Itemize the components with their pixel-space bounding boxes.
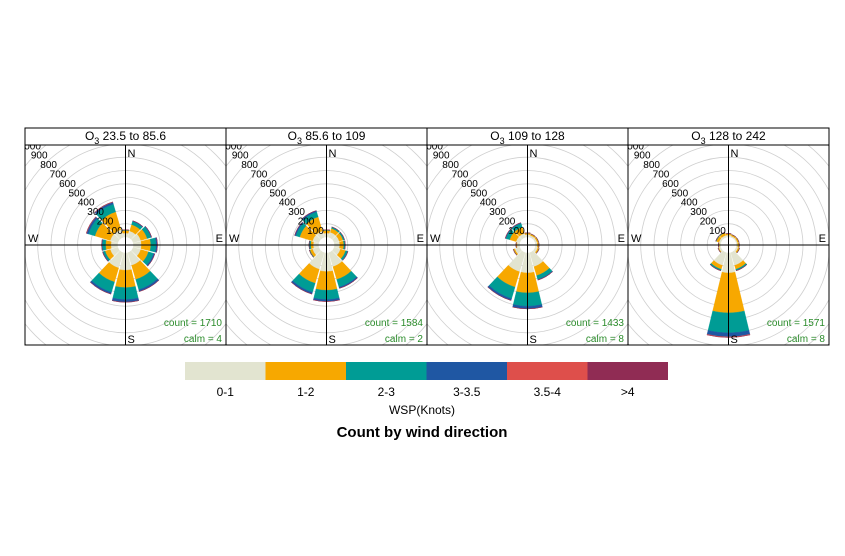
r-tick-label: 900 <box>31 151 48 162</box>
legend-label: 3-3.5 <box>453 385 481 399</box>
r-tick-label: 800 <box>241 160 258 171</box>
compass-label: N <box>731 148 739 160</box>
r-tick-label: 400 <box>279 198 296 209</box>
legend-label: 0-1 <box>217 385 235 399</box>
r-tick-label: 600 <box>662 179 679 190</box>
legend-title: WSP(Knots) <box>389 403 455 417</box>
compass-label: E <box>216 233 223 245</box>
title-range: 128 to 242 <box>706 129 766 143</box>
r-tick-label: 600 <box>260 179 277 190</box>
calm-label: calm = 4 <box>184 334 223 345</box>
r-tick-label: 900 <box>232 151 249 162</box>
legend-swatch <box>266 362 347 380</box>
compass-label: S <box>329 334 336 346</box>
r-tick-label: 200 <box>97 217 114 228</box>
r-tick-label: 800 <box>40 160 57 171</box>
compass-label: E <box>819 233 826 245</box>
panel: 1002003004005006007008009001000NESWcount… <box>387 104 669 386</box>
title-range: 23.5 to 85.6 <box>99 129 166 143</box>
r-tick-label: 500 <box>68 188 85 199</box>
compass-label: W <box>430 233 441 245</box>
r-tick-label: 500 <box>671 188 688 199</box>
r-tick-label: 400 <box>681 198 698 209</box>
compass-label: S <box>530 334 537 346</box>
legend-label: 3.5-4 <box>534 385 562 399</box>
r-tick-label: 200 <box>700 217 717 228</box>
r-tick-label: 800 <box>442 160 459 171</box>
r-tick-label: 100 <box>307 226 324 237</box>
r-tick-label: 300 <box>87 207 104 218</box>
compass-label: W <box>631 233 642 245</box>
title-range: 85.6 to 109 <box>302 129 366 143</box>
r-tick-label: 100 <box>709 226 726 237</box>
r-tick-label: 900 <box>634 151 651 162</box>
count-label: count = 1571 <box>767 318 826 329</box>
title-symbol: O <box>85 129 94 143</box>
compass-label: W <box>28 233 39 245</box>
legend-label: 2-3 <box>378 385 396 399</box>
compass-label: W <box>229 233 240 245</box>
caption: Count by wind direction <box>337 424 508 441</box>
r-tick-label: 500 <box>470 188 487 199</box>
r-tick-label: 700 <box>452 170 469 181</box>
compass-label: S <box>731 334 738 346</box>
legend-swatch <box>427 362 508 380</box>
legend-swatch <box>507 362 588 380</box>
count-label: count = 1584 <box>365 318 424 329</box>
panel: 1002003004005006007008009001000NESWcount… <box>186 104 468 386</box>
r-tick-label: 300 <box>489 207 506 218</box>
r-tick-label: 300 <box>690 207 707 218</box>
title-range: 109 to 128 <box>505 129 565 143</box>
r-tick-label: 100 <box>106 226 123 237</box>
legend-swatch <box>588 362 669 380</box>
r-tick-label: 300 <box>288 207 305 218</box>
r-tick-label: 700 <box>251 170 268 181</box>
r-tick-label: 400 <box>78 198 95 209</box>
r-tick-label: 400 <box>480 198 497 209</box>
r-tick-label: 800 <box>643 160 660 171</box>
compass-label: N <box>128 148 136 160</box>
compass-label: N <box>530 148 538 160</box>
r-tick-label: 500 <box>269 188 286 199</box>
compass-label: N <box>329 148 337 160</box>
count-label: count = 1710 <box>164 318 223 329</box>
calm-label: calm = 2 <box>385 334 424 345</box>
r-tick-label: 200 <box>298 217 315 228</box>
title-symbol: O <box>288 129 297 143</box>
r-tick-label: 700 <box>50 170 67 181</box>
legend-label: >4 <box>621 385 635 399</box>
count-label: count = 1433 <box>566 318 625 329</box>
r-tick-label: 700 <box>653 170 670 181</box>
compass-label: E <box>417 233 424 245</box>
legend-swatch <box>185 362 266 380</box>
legend-label: 1-2 <box>297 385 315 399</box>
title-symbol: O <box>691 129 700 143</box>
calm-label: calm = 8 <box>787 334 826 345</box>
r-tick-label: 900 <box>433 151 450 162</box>
compass-label: S <box>128 334 135 346</box>
r-tick-label: 200 <box>499 217 516 228</box>
calm-label: calm = 8 <box>586 334 625 345</box>
r-tick-label: 600 <box>461 179 478 190</box>
title-symbol: O <box>490 129 499 143</box>
legend-swatch <box>346 362 427 380</box>
r-tick-label: 600 <box>59 179 76 190</box>
compass-label: E <box>618 233 625 245</box>
r-tick-label: 100 <box>508 226 525 237</box>
